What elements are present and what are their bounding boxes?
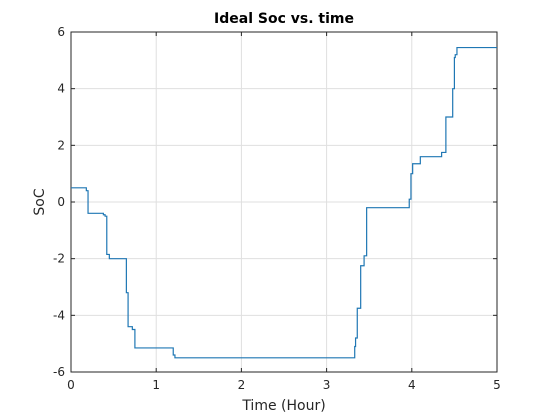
y-axis-label: SoC (32, 188, 48, 215)
x-tick-label: 4 (408, 378, 416, 392)
y-tick-label: -2 (53, 252, 65, 266)
y-tick-label: 0 (57, 195, 65, 209)
y-tick-label: -6 (53, 365, 65, 379)
x-tick-label: 1 (152, 378, 160, 392)
axis-ticks: 0 1 2 3 4 5 -6 -4 -2 0 2 4 6 (53, 25, 501, 392)
x-tick-label: 3 (323, 378, 331, 392)
series-layer (71, 46, 497, 359)
chart-title: Ideal Soc vs. time (214, 11, 354, 27)
soc-series-line (71, 46, 497, 359)
gridlines (71, 32, 497, 372)
y-tick-label: 2 (57, 138, 65, 152)
x-tick-label: 5 (493, 378, 501, 392)
x-axis-label: Time (Hour) (241, 398, 325, 414)
x-tick-label: 0 (67, 378, 75, 392)
y-tick-label: 4 (57, 82, 65, 96)
x-tick-label: 2 (238, 378, 246, 392)
y-tick-label: 6 (57, 25, 65, 39)
y-tick-label: -4 (53, 308, 65, 322)
